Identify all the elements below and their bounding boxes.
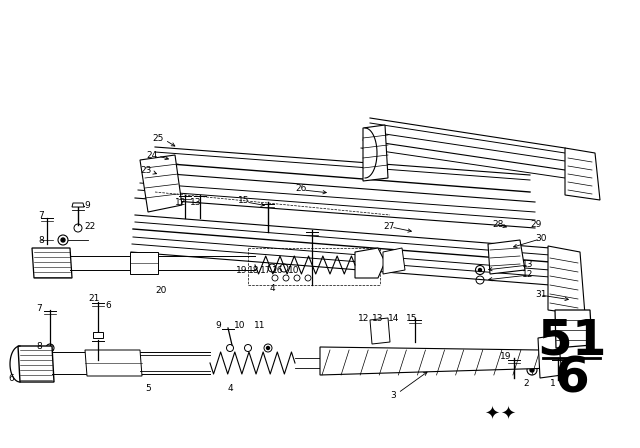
Text: 7: 7 xyxy=(36,303,42,313)
Text: 20: 20 xyxy=(155,285,166,294)
Text: 31: 31 xyxy=(535,289,547,298)
Polygon shape xyxy=(18,346,54,382)
Polygon shape xyxy=(565,148,600,200)
Text: 21: 21 xyxy=(88,293,99,302)
Polygon shape xyxy=(355,248,385,278)
Text: ✦: ✦ xyxy=(484,406,500,424)
Text: 51: 51 xyxy=(537,316,607,364)
Text: 6: 6 xyxy=(555,354,589,402)
Polygon shape xyxy=(140,155,182,212)
Polygon shape xyxy=(320,347,555,375)
Polygon shape xyxy=(72,203,84,207)
Text: 8: 8 xyxy=(36,341,42,350)
Polygon shape xyxy=(488,240,525,274)
Text: 5: 5 xyxy=(145,383,151,392)
Text: 7: 7 xyxy=(38,211,44,220)
Text: 15: 15 xyxy=(238,195,250,204)
Text: 15: 15 xyxy=(406,314,417,323)
Polygon shape xyxy=(383,248,405,274)
Polygon shape xyxy=(555,310,592,348)
Circle shape xyxy=(543,358,547,362)
Text: 4: 4 xyxy=(270,284,276,293)
Circle shape xyxy=(479,268,481,271)
Text: 27: 27 xyxy=(383,221,394,231)
Text: ✦: ✦ xyxy=(500,406,516,424)
Text: 4: 4 xyxy=(228,383,234,392)
Text: 19: 19 xyxy=(500,352,511,361)
Text: 8: 8 xyxy=(38,236,44,245)
Polygon shape xyxy=(93,332,103,338)
Text: 23: 23 xyxy=(140,165,152,175)
Text: 24: 24 xyxy=(146,151,157,159)
Text: 30: 30 xyxy=(535,233,547,242)
Text: 9: 9 xyxy=(215,320,221,329)
Text: 6: 6 xyxy=(8,374,13,383)
Polygon shape xyxy=(363,125,388,181)
Text: 18: 18 xyxy=(248,266,259,275)
Circle shape xyxy=(49,346,51,349)
Text: 10: 10 xyxy=(288,266,300,275)
Text: 14: 14 xyxy=(388,314,399,323)
Text: 13: 13 xyxy=(522,259,534,268)
Text: 28: 28 xyxy=(492,220,504,228)
Polygon shape xyxy=(538,335,562,378)
Text: 12: 12 xyxy=(522,270,533,279)
Text: 12: 12 xyxy=(358,314,369,323)
Text: 29: 29 xyxy=(530,220,541,228)
Polygon shape xyxy=(32,248,72,278)
Text: 1: 1 xyxy=(550,379,556,388)
Text: 13: 13 xyxy=(190,198,202,207)
Text: 9: 9 xyxy=(84,201,90,210)
Text: 17: 17 xyxy=(260,266,271,275)
Text: 25: 25 xyxy=(152,134,163,142)
Text: 11: 11 xyxy=(254,320,266,329)
Text: 26: 26 xyxy=(295,184,307,193)
Polygon shape xyxy=(85,350,142,376)
Text: 13: 13 xyxy=(372,314,383,323)
Text: 10: 10 xyxy=(234,320,246,329)
Circle shape xyxy=(61,238,65,242)
Polygon shape xyxy=(130,252,158,274)
Text: 12: 12 xyxy=(175,198,186,207)
Circle shape xyxy=(530,368,534,372)
Polygon shape xyxy=(370,318,390,344)
Text: 2: 2 xyxy=(523,379,529,388)
Text: 19: 19 xyxy=(236,266,248,275)
Text: 6: 6 xyxy=(105,301,111,310)
Text: 16: 16 xyxy=(272,266,284,275)
Text: 22: 22 xyxy=(84,221,95,231)
Polygon shape xyxy=(548,246,585,315)
Text: 3: 3 xyxy=(390,391,396,400)
Circle shape xyxy=(266,346,269,349)
